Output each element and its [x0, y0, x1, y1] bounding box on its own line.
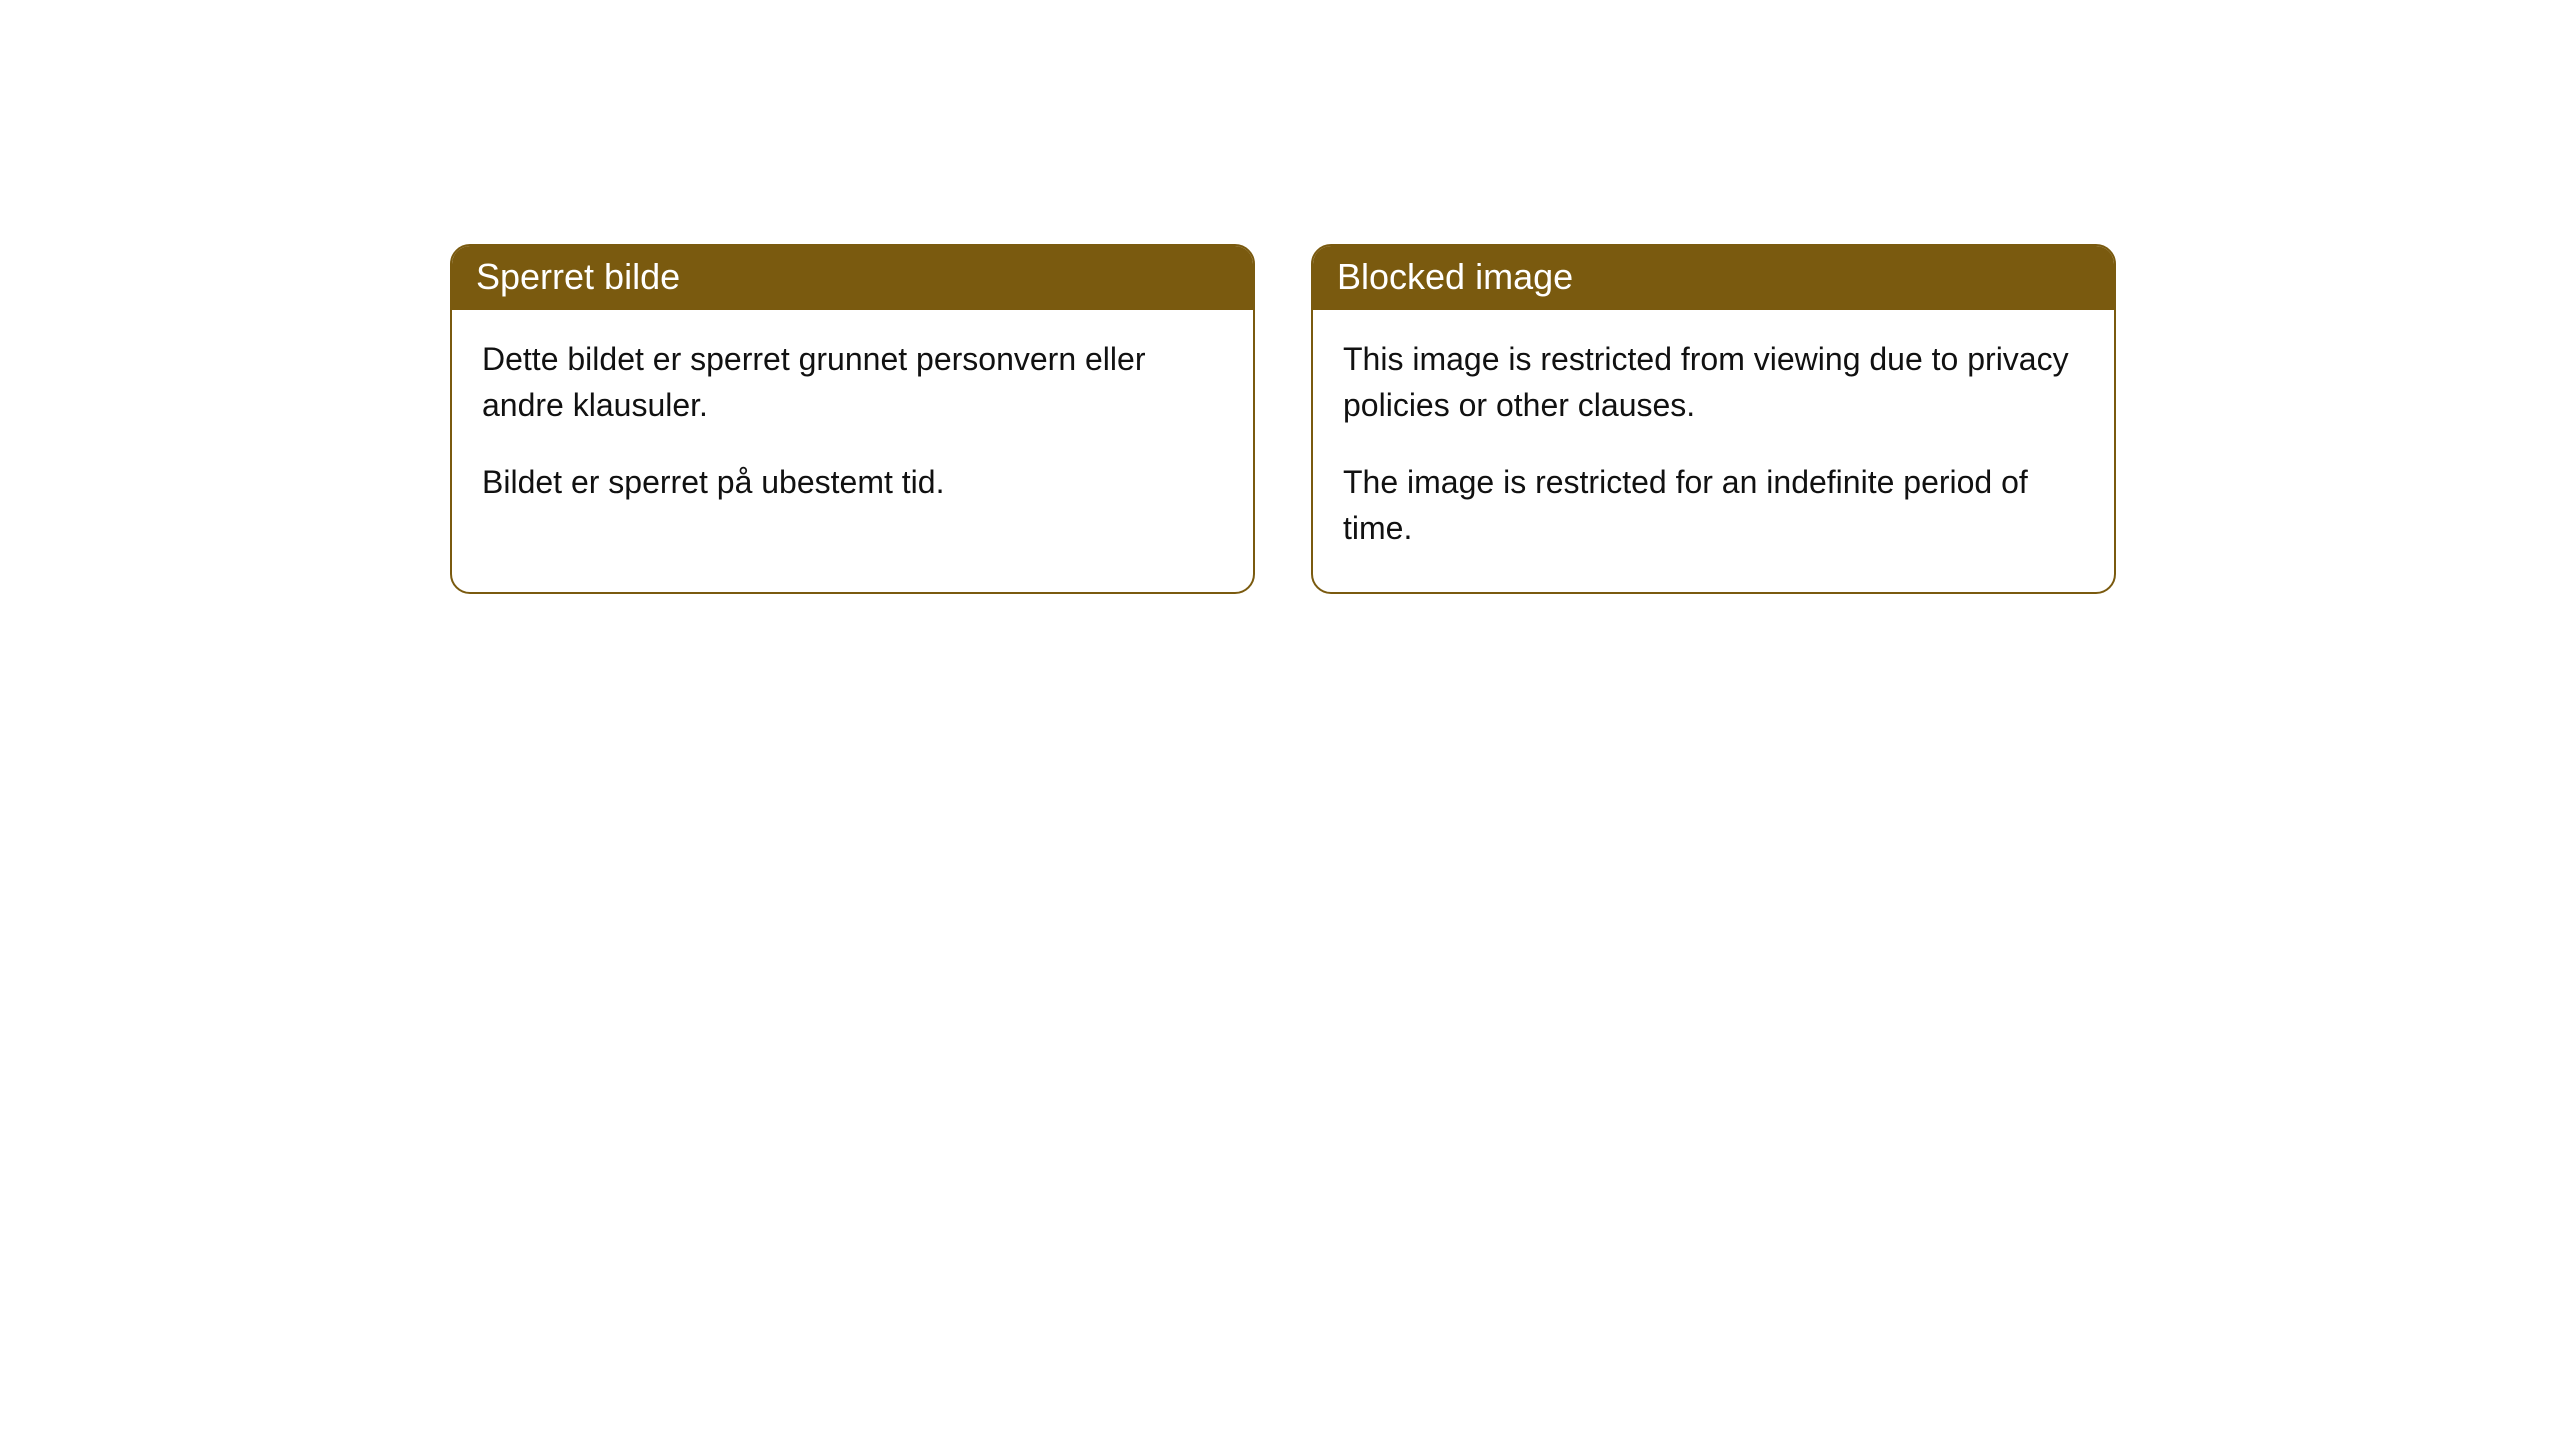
- card-para2-en: The image is restricted for an indefinit…: [1343, 459, 2084, 552]
- blocked-image-card-no: Sperret bilde Dette bildet er sperret gr…: [450, 244, 1255, 594]
- card-header-no: Sperret bilde: [452, 246, 1253, 310]
- card-para1-en: This image is restricted from viewing du…: [1343, 336, 2084, 429]
- cards-container: Sperret bilde Dette bildet er sperret gr…: [0, 0, 2560, 594]
- card-header-en: Blocked image: [1313, 246, 2114, 310]
- card-body-no: Dette bildet er sperret grunnet personve…: [452, 310, 1253, 545]
- card-para1-no: Dette bildet er sperret grunnet personve…: [482, 336, 1223, 429]
- blocked-image-card-en: Blocked image This image is restricted f…: [1311, 244, 2116, 594]
- card-para2-no: Bildet er sperret på ubestemt tid.: [482, 459, 1223, 505]
- card-body-en: This image is restricted from viewing du…: [1313, 310, 2114, 592]
